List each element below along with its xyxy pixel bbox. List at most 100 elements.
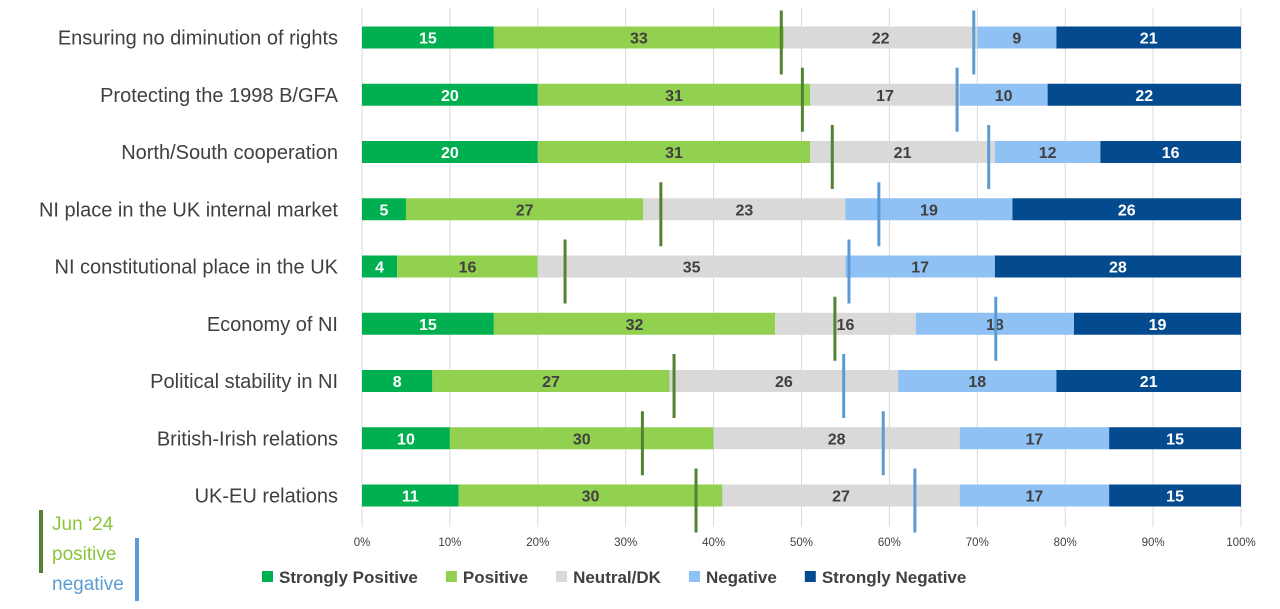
bar-segment [994, 141, 1101, 163]
bar-segment [493, 312, 776, 335]
bar-segment [994, 255, 1241, 278]
data-label: 12 [1039, 145, 1057, 162]
data-label: 4 [375, 260, 384, 277]
data-label: 15 [419, 31, 437, 48]
bar-segment [537, 83, 811, 106]
bar-segment [449, 427, 714, 450]
bar-segment [810, 141, 995, 163]
data-label: 30 [582, 489, 600, 506]
category-label: Political stability in NI [150, 371, 338, 393]
bar-segment [845, 255, 995, 278]
x-tick-label: 10% [438, 537, 461, 549]
marker-lines [563, 10, 998, 533]
data-label: 10 [995, 88, 1013, 105]
bar-segment [362, 255, 398, 278]
bar-segment [722, 484, 960, 507]
bar-segment [397, 255, 538, 278]
category-label: Economy of NI [207, 314, 338, 336]
data-label: 11 [402, 489, 419, 506]
data-label: 27 [542, 374, 560, 391]
legend: Strongly Positive Positive Neutral/DK Negat… [262, 568, 966, 587]
bar-segment [537, 255, 846, 278]
category-labels: Ensuring no diminution of rights Protecti… [39, 28, 339, 508]
bar-segment [959, 427, 1110, 450]
data-label: 8 [393, 374, 402, 391]
bar-segment [362, 141, 538, 163]
marker-key: Jun ‘24 positive negative [39, 510, 139, 601]
bar-segment [405, 198, 644, 221]
bar-segment [898, 370, 1057, 392]
bar-segment [643, 198, 846, 221]
x-tick-label: 0% [354, 537, 371, 549]
data-label: 21 [1140, 374, 1158, 391]
x-tick-label: 50% [790, 537, 813, 549]
bar-segment [362, 198, 406, 221]
bar-segment [1109, 427, 1241, 450]
bar-segment [669, 370, 899, 392]
bar-segment [362, 26, 494, 49]
category-label: NI constitutional place in the UK [55, 257, 339, 279]
data-label: 22 [1135, 88, 1153, 105]
key-negative-label: negative [52, 574, 124, 595]
category-label: UK-EU relations [195, 486, 338, 508]
data-label: 17 [911, 260, 929, 277]
bar-segment [537, 141, 811, 163]
bar-segment [362, 484, 459, 507]
data-label: 33 [630, 31, 648, 48]
legend-swatch [804, 571, 816, 582]
data-label: 21 [1140, 31, 1158, 48]
bar-segment [362, 370, 433, 392]
key-positive-label: positive [52, 544, 116, 565]
data-label: 28 [1109, 260, 1127, 277]
legend-label: Negative [706, 568, 777, 587]
data-label: 31 [665, 145, 683, 162]
data-label: 26 [775, 374, 793, 391]
bar-segment [959, 83, 1048, 106]
category-label: Protecting the 1998 B/GFA [100, 85, 339, 107]
data-label: 31 [665, 88, 683, 105]
bar-segment [845, 198, 1013, 221]
data-label: 16 [1162, 145, 1180, 162]
bar-segment [775, 312, 916, 335]
bar-segment [1100, 141, 1241, 163]
key-period-label: Jun ‘24 [52, 514, 114, 535]
bar-segment [977, 26, 1057, 49]
data-label: 19 [920, 202, 938, 219]
category-label: NI place in the UK internal market [39, 199, 338, 221]
bar-segment [493, 26, 784, 49]
data-label: 28 [828, 431, 846, 448]
data-label: 27 [516, 202, 534, 219]
data-label: 23 [735, 202, 753, 219]
data-label: 17 [1026, 431, 1044, 448]
data-label: 26 [1118, 202, 1136, 219]
bar-segment [1047, 83, 1241, 106]
bar-segment [458, 484, 723, 507]
bar-segment [783, 26, 978, 49]
bar-segment [959, 484, 1110, 507]
legend-label: Strongly Positive [279, 568, 418, 587]
data-label: 17 [1026, 489, 1044, 506]
bar-segment [362, 83, 538, 106]
category-label: North/South cooperation [121, 142, 338, 164]
bar-segment [362, 312, 494, 335]
x-tick-label: 30% [614, 537, 637, 549]
bars: 15 33 22 9 21 20 31 17 10 22 20 31 21 12 16 5 27 23 19 26 4 1… [362, 26, 1241, 507]
x-axis-ticks: 0% 10% 20% 30% 40% 50% 60% 70% 80% 90% 100% [354, 537, 1256, 549]
legend-label: Neutral/DK [573, 568, 662, 587]
data-label: 35 [683, 260, 701, 277]
x-tick-label: 100% [1226, 537, 1255, 549]
bar-segment [362, 427, 450, 450]
data-label: 21 [894, 145, 912, 162]
legend-swatch [556, 571, 568, 582]
bar-segment [432, 370, 670, 392]
data-label: 22 [872, 31, 890, 48]
x-tick-label: 40% [702, 537, 725, 549]
data-label: 5 [380, 202, 389, 219]
legend-swatch [262, 571, 273, 582]
data-label: 32 [626, 317, 644, 334]
data-label: 19 [1149, 317, 1167, 334]
legend-label: Strongly Negative [822, 568, 967, 587]
data-label: 10 [397, 431, 415, 448]
bar-segment [713, 427, 960, 450]
data-label: 15 [1166, 489, 1184, 506]
